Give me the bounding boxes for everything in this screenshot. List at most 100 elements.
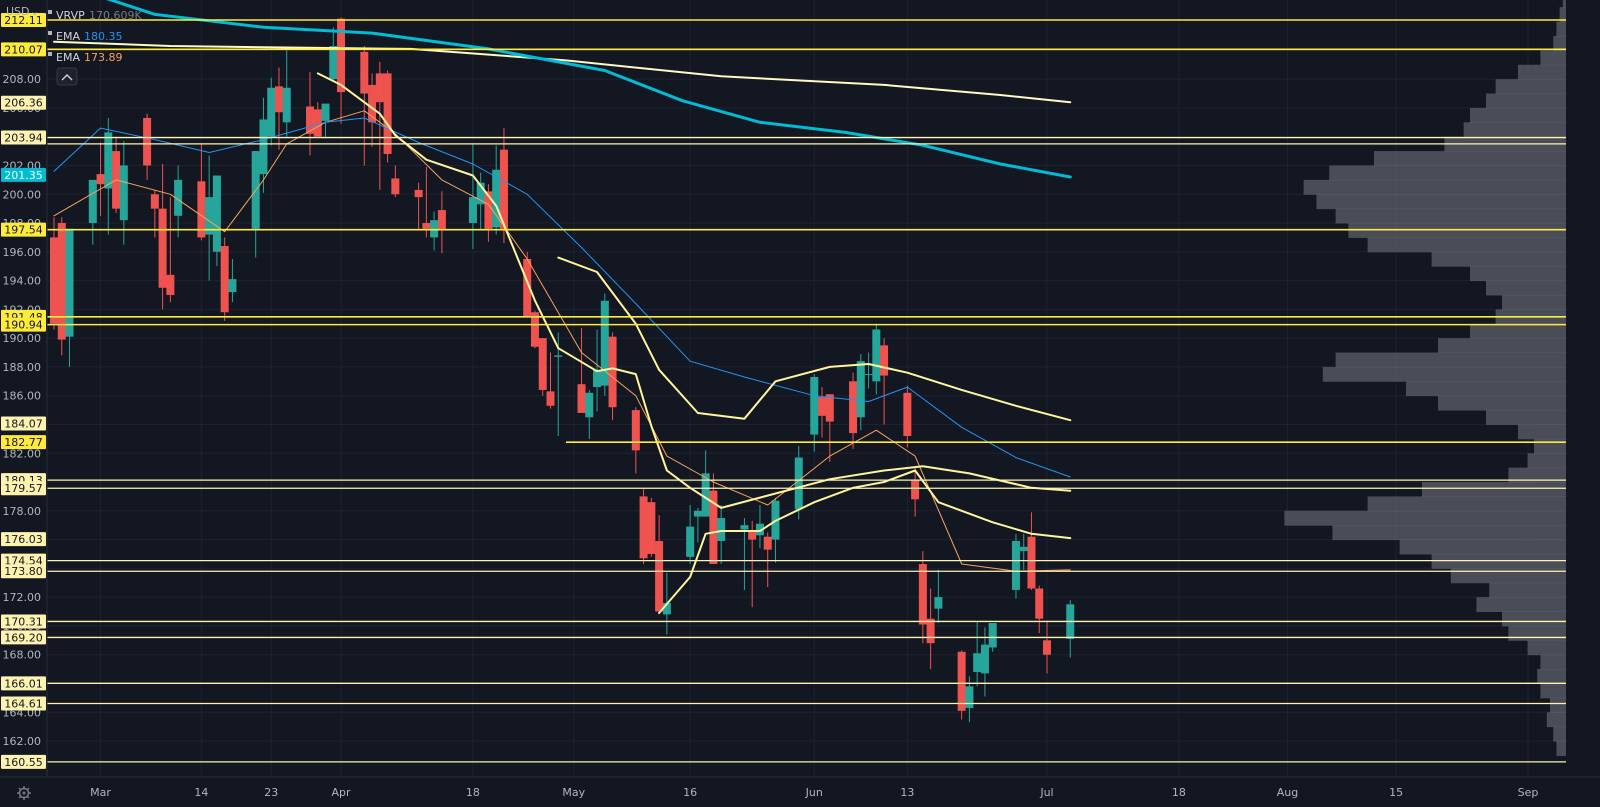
candle[interactable]	[267, 77, 276, 146]
candle[interactable]	[825, 394, 834, 462]
candle[interactable]	[849, 372, 858, 449]
candle[interactable]	[686, 505, 695, 565]
candle[interactable]	[430, 211, 439, 251]
candle[interactable]	[360, 46, 369, 166]
candle[interactable]	[872, 323, 881, 395]
candle[interactable]	[88, 179, 97, 245]
candle[interactable]	[1035, 585, 1044, 634]
candle[interactable]	[65, 228, 74, 367]
candle[interactable]	[864, 352, 873, 389]
candle[interactable]	[313, 102, 322, 137]
candle[interactable]	[1019, 533, 1028, 570]
candle-body-up	[1011, 541, 1020, 590]
candle[interactable]	[600, 293, 609, 396]
candle[interactable]	[880, 338, 889, 425]
candle-body-up	[104, 132, 113, 189]
candle[interactable]	[158, 164, 167, 310]
price-levels[interactable]	[47, 19, 1566, 763]
candle[interactable]	[546, 352, 555, 409]
candle[interactable]	[740, 518, 749, 590]
candle[interactable]	[119, 141, 128, 245]
candle[interactable]	[585, 389, 594, 439]
candle[interactable]	[143, 113, 152, 180]
candle[interactable]	[282, 50, 291, 137]
candle[interactable]	[755, 505, 764, 549]
currency-label[interactable]: USD	[6, 5, 30, 18]
candle[interactable]	[577, 328, 586, 413]
candle[interactable]	[166, 197, 175, 303]
candle[interactable]	[228, 259, 237, 303]
candle[interactable]	[988, 623, 997, 652]
candle[interactable]	[476, 172, 485, 231]
candle[interactable]	[321, 103, 330, 139]
candle[interactable]	[903, 385, 912, 448]
candle[interactable]	[608, 332, 617, 421]
time-axis[interactable]: Mar 14 23 Apr 18 May 16 Jun 13 Jul 18 Aug 15 Sep	[0, 776, 1600, 807]
candle[interactable]	[763, 532, 772, 588]
candle[interactable]	[717, 505, 726, 565]
candle[interactable]	[422, 166, 431, 238]
candle[interactable]	[1011, 533, 1020, 599]
candle[interactable]	[748, 520, 757, 608]
candle[interactable]	[57, 217, 66, 356]
candle[interactable]	[414, 182, 423, 231]
candle-body-down	[150, 194, 159, 209]
time-tick-label: Apr	[332, 786, 352, 799]
candle[interactable]	[174, 165, 183, 238]
candle[interactable]	[918, 551, 927, 644]
candle[interactable]	[1042, 621, 1051, 674]
candle[interactable]	[818, 387, 827, 438]
candle[interactable]	[973, 621, 982, 687]
candle-body-up	[1019, 546, 1028, 552]
candle[interactable]	[220, 237, 229, 321]
candle[interactable]	[934, 569, 943, 624]
volume-profile-bar	[1431, 251, 1566, 267]
indicator-name-ema-1[interactable]: EMA	[56, 30, 80, 43]
candle[interactable]	[368, 73, 377, 147]
settings-gear-icon[interactable]	[17, 786, 31, 800]
indicator-name-vrvp[interactable]: VRVP	[56, 9, 85, 22]
candle[interactable]	[538, 338, 547, 396]
chevron-down-icon[interactable]: ⌄	[30, 5, 39, 18]
candle[interactable]	[701, 450, 710, 517]
candle[interactable]	[794, 446, 803, 520]
candle[interactable]	[391, 165, 400, 198]
collapse-legend-button[interactable]	[56, 67, 78, 86]
candle[interactable]	[50, 217, 58, 330]
candle[interactable]	[810, 374, 819, 452]
price-axis[interactable]: 162.00164.00166.00168.00170.00172.00174.…	[0, 0, 48, 777]
candle[interactable]	[484, 184, 493, 242]
candle[interactable]	[375, 61, 384, 190]
candle[interactable]	[492, 145, 501, 235]
candle[interactable]	[639, 489, 648, 565]
candle[interactable]	[655, 515, 664, 615]
candle[interactable]	[856, 353, 865, 431]
candle[interactable]	[337, 17, 346, 124]
candle[interactable]	[631, 407, 640, 474]
candle[interactable]	[437, 191, 446, 254]
candle[interactable]	[259, 97, 268, 193]
candle-body-down	[957, 651, 966, 711]
candle[interactable]	[911, 467, 920, 517]
candle[interactable]	[205, 155, 214, 281]
candle[interactable]	[306, 71, 315, 156]
candle[interactable]	[96, 142, 105, 216]
price-level-badge-text: 160.55	[4, 756, 43, 769]
price-level-badge-text: 166.01	[4, 677, 43, 690]
candle[interactable]	[957, 650, 966, 720]
candle[interactable]	[274, 67, 283, 150]
candle[interactable]	[693, 507, 702, 543]
candle[interactable]	[554, 332, 563, 436]
candle[interactable]	[1027, 512, 1036, 590]
candle[interactable]	[647, 497, 656, 557]
candle[interactable]	[926, 588, 935, 670]
volume-profile-bar	[1332, 525, 1566, 541]
candle[interactable]	[197, 143, 206, 241]
candle[interactable]	[383, 70, 392, 163]
candle[interactable]	[329, 27, 338, 81]
indicator-name-ema-2[interactable]: EMA	[56, 51, 80, 64]
candle-body-up	[980, 644, 989, 674]
candle[interactable]	[980, 627, 989, 697]
currency-selector[interactable]: USD ⌄	[6, 5, 39, 18]
